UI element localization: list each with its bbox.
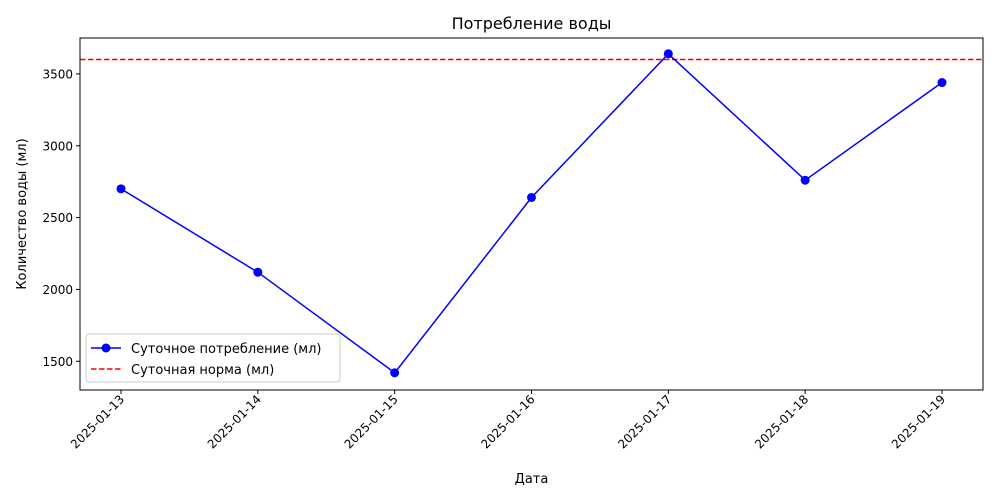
y-tick-label-2: 2500 bbox=[42, 211, 73, 225]
data-point-0-0 bbox=[116, 184, 126, 194]
y-axis-label: Количество воды (мл) bbox=[15, 138, 30, 289]
x-tick-label-3: 2025-01-16 bbox=[478, 392, 537, 451]
y-tick-label-0: 1500 bbox=[42, 355, 73, 369]
y-tick-label-4: 3500 bbox=[42, 67, 73, 81]
legend-box bbox=[85, 333, 341, 383]
legend-label-consumption: Суточное потребление (мл) bbox=[131, 342, 322, 357]
data-point-0-4 bbox=[663, 49, 673, 59]
legend: Суточное потребление (мл) Суточная норма… bbox=[85, 333, 341, 383]
legend-marker-consumption bbox=[101, 343, 111, 353]
x-tick-label-6: 2025-01-19 bbox=[889, 392, 948, 451]
x-tick-label-0: 2025-01-13 bbox=[68, 392, 127, 451]
plot-area bbox=[80, 49, 983, 378]
chart-title: Потребление воды bbox=[452, 14, 612, 33]
data-point-0-5 bbox=[800, 175, 810, 185]
x-axis: 2025-01-13 2025-01-14 2025-01-15 2025-01-16… bbox=[68, 390, 948, 451]
legend-label-norm: Суточная норма (мл) bbox=[131, 363, 274, 378]
y-tick-label-1: 2000 bbox=[42, 283, 73, 297]
x-tick-label-1: 2025-01-14 bbox=[205, 392, 264, 451]
x-axis-label: Дата bbox=[515, 472, 549, 487]
x-tick-label-2: 2025-01-15 bbox=[342, 392, 401, 451]
data-point-0-6 bbox=[937, 78, 947, 88]
data-point-0-1 bbox=[253, 267, 263, 277]
data-point-0-2 bbox=[390, 368, 400, 378]
series-line-0 bbox=[120, 52, 943, 374]
x-tick-label-5: 2025-01-18 bbox=[752, 392, 811, 451]
x-tick-label-4: 2025-01-17 bbox=[615, 392, 674, 451]
y-tick-label-3: 3000 bbox=[42, 139, 73, 153]
y-axis: 1500 2000 2500 3000 3500 bbox=[42, 67, 80, 369]
data-point-0-3 bbox=[527, 192, 536, 202]
